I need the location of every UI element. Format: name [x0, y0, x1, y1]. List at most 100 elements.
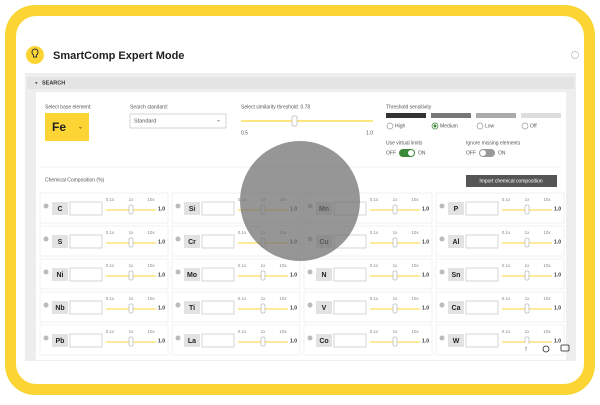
- element-input[interactable]: [333, 267, 367, 282]
- standard-select[interactable]: [129, 113, 227, 129]
- element-input[interactable]: [465, 234, 499, 249]
- element-slider-thumb[interactable]: [392, 204, 398, 215]
- element-slider-thumb[interactable]: [524, 303, 530, 314]
- element-slider-thumb[interactable]: [392, 303, 398, 314]
- radio-label: High: [395, 123, 406, 129]
- element-toggle[interactable]: [43, 203, 49, 209]
- element-slider-thumb[interactable]: [128, 204, 134, 215]
- element-toggle[interactable]: [439, 203, 445, 209]
- element-input[interactable]: [333, 333, 367, 348]
- element-toggle[interactable]: [439, 236, 445, 242]
- bulb-icon: [26, 46, 44, 64]
- element-toggle[interactable]: [43, 269, 49, 275]
- element-input[interactable]: [69, 333, 103, 348]
- scroll-up[interactable]: [520, 343, 532, 355]
- scale-label: 1x: [525, 329, 531, 334]
- element-symbol: Si: [189, 206, 196, 213]
- element-slider-thumb[interactable]: [524, 270, 530, 281]
- base-element-select[interactable]: [45, 113, 89, 141]
- element-value: 1.0: [158, 206, 165, 212]
- radio-dot: [433, 124, 437, 128]
- element-toggle[interactable]: [439, 302, 445, 308]
- sensitivity-gradient: [431, 113, 471, 118]
- import-button[interactable]: [466, 175, 557, 187]
- element-input[interactable]: [201, 234, 235, 249]
- element-toggle[interactable]: [43, 236, 49, 242]
- radio[interactable]: [521, 122, 529, 130]
- element-chip: [316, 334, 332, 347]
- element-input[interactable]: [69, 300, 103, 315]
- element-toggle[interactable]: [175, 335, 181, 341]
- toggle-off: OFF: [466, 150, 476, 156]
- chat-button[interactable]: [560, 344, 570, 352]
- sensitivity-gradient: [521, 113, 561, 118]
- element-toggle[interactable]: [43, 335, 49, 341]
- element-slider-thumb[interactable]: [128, 336, 134, 347]
- element-toggle[interactable]: [439, 335, 445, 341]
- element-input[interactable]: [201, 300, 235, 315]
- scale-label: 10x: [543, 329, 551, 334]
- element-chip: [448, 235, 464, 248]
- element-slider-thumb[interactable]: [260, 303, 266, 314]
- element-input[interactable]: [465, 333, 499, 348]
- element-input[interactable]: [69, 234, 103, 249]
- element-chip: [52, 202, 68, 215]
- element-input[interactable]: [465, 267, 499, 282]
- element-value: 1.0: [554, 239, 561, 245]
- radio-label: Off: [530, 123, 537, 129]
- element-slider-thumb[interactable]: [260, 270, 266, 281]
- element-input[interactable]: [69, 267, 103, 282]
- element-toggle[interactable]: [43, 302, 49, 308]
- element-toggle[interactable]: [307, 269, 313, 275]
- label: Threshold sensitivity: [386, 104, 432, 110]
- element-slider-thumb[interactable]: [392, 336, 398, 347]
- radio[interactable]: [476, 122, 484, 130]
- element-slider-thumb[interactable]: [524, 204, 530, 215]
- element-input[interactable]: [201, 201, 235, 216]
- element-chip: [316, 268, 332, 281]
- element-input[interactable]: [333, 300, 367, 315]
- element-input[interactable]: [201, 333, 235, 348]
- element-slider-thumb[interactable]: [392, 270, 398, 281]
- element-slider-thumb[interactable]: [128, 237, 134, 248]
- element-value: 1.0: [422, 338, 429, 344]
- scale-label: 10x: [411, 296, 419, 301]
- element-toggle[interactable]: [175, 269, 181, 275]
- radio[interactable]: [386, 122, 394, 130]
- element-slider-thumb[interactable]: [128, 303, 134, 314]
- help-icon[interactable]: [571, 51, 579, 59]
- element-cell: [39, 225, 169, 257]
- element-input[interactable]: [69, 201, 103, 216]
- element-symbol: W: [453, 338, 460, 345]
- scale-label: 1x: [261, 329, 267, 334]
- element-slider-thumb[interactable]: [260, 336, 266, 347]
- search-bar[interactable]: [27, 77, 574, 89]
- element-slider-thumb[interactable]: [128, 270, 134, 281]
- scale-label: 1x: [525, 296, 531, 301]
- element-value: 1.0: [554, 206, 561, 212]
- scale-label: 10x: [543, 230, 551, 235]
- element-input[interactable]: [465, 300, 499, 315]
- element-input[interactable]: [465, 201, 499, 216]
- svg-text:⌄: ⌄: [78, 125, 83, 131]
- element-input[interactable]: [201, 267, 235, 282]
- bulb-glyph: [31, 48, 39, 58]
- element-toggle[interactable]: [307, 302, 313, 308]
- element-toggle[interactable]: [175, 302, 181, 308]
- scale-label: 1x: [261, 296, 267, 301]
- element-toggle[interactable]: [175, 203, 181, 209]
- element-toggle[interactable]: [307, 335, 313, 341]
- element-value: 1.0: [290, 305, 297, 311]
- scale-label: 0.1x: [502, 263, 511, 268]
- scale-label: 0.1x: [502, 296, 511, 301]
- scale-label: 0.1x: [238, 296, 247, 301]
- element-slider-thumb[interactable]: [524, 237, 530, 248]
- element-symbol: Mo: [187, 272, 197, 279]
- element-cell: [171, 324, 301, 356]
- similarity-thumb[interactable]: [291, 115, 298, 127]
- element-chip: [184, 301, 200, 314]
- element-toggle[interactable]: [175, 236, 181, 242]
- element-toggle[interactable]: [439, 269, 445, 275]
- element-slider-thumb[interactable]: [392, 237, 398, 248]
- add-button[interactable]: [540, 343, 552, 355]
